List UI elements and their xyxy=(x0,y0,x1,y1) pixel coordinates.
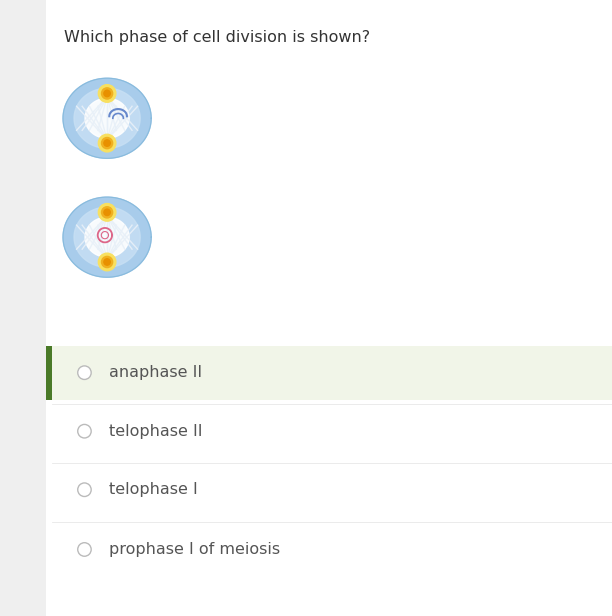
Circle shape xyxy=(78,366,91,379)
Text: Which phase of cell division is shown?: Which phase of cell division is shown? xyxy=(64,30,370,44)
Text: telophase II: telophase II xyxy=(109,424,203,439)
Text: telophase I: telophase I xyxy=(109,482,198,497)
Polygon shape xyxy=(74,88,140,148)
Circle shape xyxy=(99,203,116,221)
Circle shape xyxy=(104,259,110,265)
FancyBboxPatch shape xyxy=(46,346,52,400)
FancyBboxPatch shape xyxy=(46,346,612,400)
Polygon shape xyxy=(74,207,140,267)
Circle shape xyxy=(99,253,116,271)
Polygon shape xyxy=(63,78,151,158)
Circle shape xyxy=(104,140,110,146)
Text: anaphase II: anaphase II xyxy=(109,365,202,380)
Polygon shape xyxy=(85,217,129,257)
Circle shape xyxy=(78,483,91,496)
Circle shape xyxy=(102,256,113,267)
Circle shape xyxy=(78,543,91,556)
Polygon shape xyxy=(63,197,151,277)
Circle shape xyxy=(102,137,113,148)
Circle shape xyxy=(102,207,113,218)
Circle shape xyxy=(102,88,113,99)
FancyBboxPatch shape xyxy=(0,0,46,616)
Circle shape xyxy=(99,84,116,102)
Circle shape xyxy=(99,134,116,152)
Text: prophase I of meiosis: prophase I of meiosis xyxy=(109,542,280,557)
Polygon shape xyxy=(85,99,129,138)
Circle shape xyxy=(104,90,110,97)
Circle shape xyxy=(78,424,91,438)
Circle shape xyxy=(104,209,110,216)
